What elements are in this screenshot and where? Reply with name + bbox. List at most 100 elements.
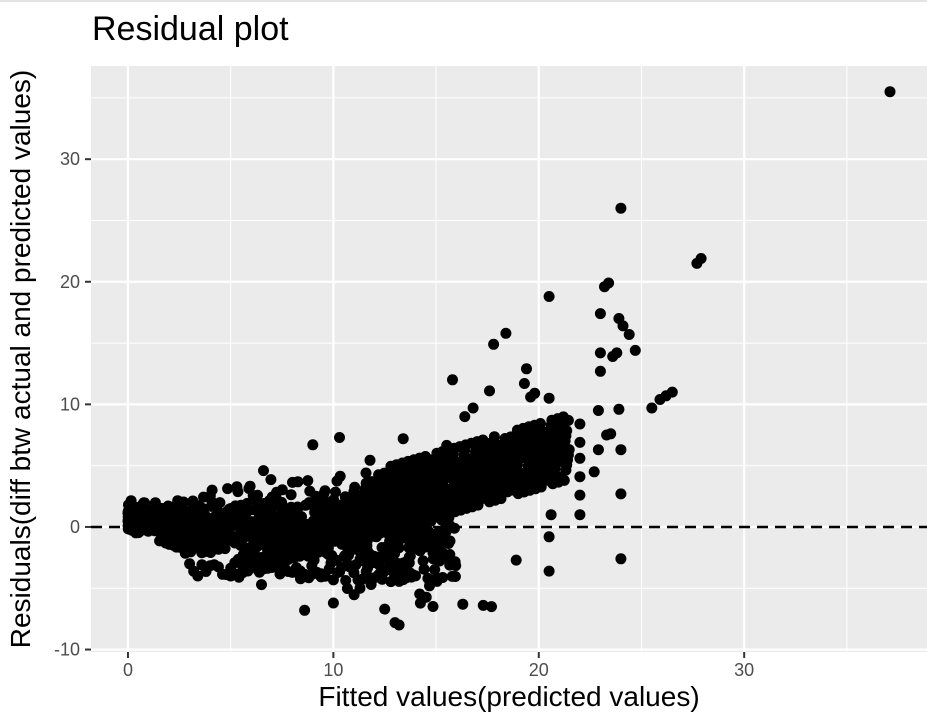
data-point [467, 402, 479, 414]
data-point [176, 540, 188, 552]
data-point [459, 411, 471, 423]
data-point [545, 509, 557, 521]
data-point [440, 535, 452, 547]
data-point [623, 329, 635, 340]
data-point [379, 603, 391, 615]
data-point [488, 431, 500, 443]
data-point [178, 496, 190, 508]
data-point [323, 563, 335, 575]
data-point [123, 499, 134, 511]
data-point [557, 411, 569, 423]
data-point [180, 527, 192, 539]
data-point [418, 539, 430, 550]
data-point [574, 509, 586, 521]
data-point [336, 562, 348, 573]
data-point [286, 528, 298, 540]
data-point [613, 403, 625, 415]
data-point [543, 392, 555, 404]
data-point [521, 363, 532, 375]
data-point [185, 546, 197, 558]
data-point [391, 536, 402, 548]
data-point [134, 511, 146, 523]
data-point [311, 511, 323, 523]
y-tick-label: 30 [60, 149, 80, 169]
data-point [182, 515, 194, 527]
data-point [486, 601, 497, 613]
data-point [265, 474, 277, 486]
data-point [615, 202, 627, 214]
x-axis-ticks: 0 10 20 30 [123, 652, 754, 680]
data-point [410, 570, 421, 582]
data-point [457, 598, 469, 610]
data-point [258, 465, 269, 477]
data-point [266, 491, 278, 503]
data-point [429, 528, 441, 540]
data-point [594, 365, 606, 377]
data-point [654, 394, 666, 405]
data-point [211, 534, 223, 545]
data-point [290, 562, 302, 574]
data-point [605, 428, 617, 440]
x-tick-label: 10 [323, 660, 343, 680]
data-point [159, 525, 171, 537]
data-point [629, 344, 641, 356]
data-point [307, 439, 319, 451]
data-points [122, 86, 896, 631]
data-point [279, 508, 291, 520]
data-point [354, 553, 366, 565]
data-point [245, 504, 257, 516]
data-point [592, 405, 604, 416]
data-point [510, 554, 522, 566]
data-point [594, 347, 606, 359]
top-rule [0, 0, 927, 2]
data-point [691, 257, 703, 269]
chart-title: Residual plot [92, 10, 289, 48]
data-point [248, 534, 259, 546]
data-point [385, 546, 397, 558]
data-point [418, 563, 430, 575]
data-point [449, 556, 461, 568]
data-point [143, 519, 155, 531]
y-tick-label: 0 [70, 517, 80, 537]
y-tick-label: 20 [60, 272, 80, 292]
data-point [238, 510, 249, 522]
data-point [299, 604, 311, 616]
data-point [574, 436, 586, 448]
data-point [256, 579, 267, 591]
data-point [196, 542, 208, 554]
data-point [427, 601, 439, 612]
data-point [288, 516, 300, 528]
data-point [543, 291, 555, 302]
data-point [477, 599, 489, 611]
data-point [419, 451, 431, 462]
data-point [205, 547, 217, 558]
data-point [229, 500, 241, 512]
data-point [231, 481, 243, 493]
data-point [292, 476, 304, 488]
data-point [302, 475, 314, 487]
data-point [204, 490, 216, 502]
data-point [340, 575, 352, 586]
data-point [428, 547, 440, 559]
grid-major [91, 66, 927, 652]
data-point [389, 617, 401, 629]
data-point [228, 510, 240, 522]
data-point [330, 486, 341, 498]
data-point [518, 378, 530, 389]
data-point [525, 391, 537, 403]
data-point [192, 570, 204, 582]
x-tick-label: 20 [529, 660, 549, 680]
data-point [364, 454, 376, 466]
y-tick-label: 10 [60, 394, 80, 414]
data-point [574, 471, 586, 483]
data-point [437, 572, 449, 583]
data-point [276, 484, 288, 496]
data-point [348, 486, 360, 498]
data-point [219, 510, 231, 522]
data-point [447, 374, 458, 386]
grid-minor [91, 66, 927, 652]
data-point [404, 550, 416, 562]
y-tick-label: -10 [54, 640, 80, 660]
data-point [229, 557, 241, 569]
